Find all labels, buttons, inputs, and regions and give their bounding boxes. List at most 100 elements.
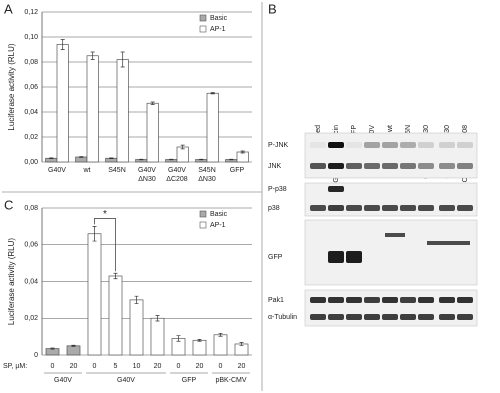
band	[400, 205, 416, 211]
group-label: G40V	[54, 377, 72, 384]
band	[328, 205, 344, 211]
band	[310, 314, 326, 320]
bar	[176, 146, 189, 163]
x-tick-label: GFP	[230, 167, 245, 174]
error-bar	[229, 158, 234, 161]
legend-swatch	[199, 221, 207, 229]
legend-label: AP-1	[210, 222, 226, 229]
band	[457, 297, 473, 303]
x-tick-label: 0	[51, 363, 55, 370]
band	[346, 163, 362, 169]
bar	[87, 233, 102, 356]
error-bar	[90, 51, 95, 60]
band	[382, 205, 398, 211]
bar	[146, 102, 159, 163]
x-tick-label: 0	[93, 363, 97, 370]
legend-label: Basic	[210, 15, 228, 22]
band	[418, 297, 434, 303]
error-bar	[176, 335, 181, 342]
row-label: p38	[268, 205, 280, 212]
x-tick-label: G40V	[48, 167, 66, 174]
error-bar	[155, 315, 160, 322]
band	[418, 163, 434, 169]
y-axis-label: Luciferase activity (RLU)	[7, 43, 16, 130]
bar	[150, 317, 165, 356]
legend-label: Basic	[210, 211, 228, 218]
bar	[56, 44, 69, 163]
band	[439, 314, 455, 320]
band	[328, 314, 344, 320]
group-label: pBK-CMV	[215, 377, 246, 384]
band	[385, 233, 405, 237]
x-tick-label: S45N	[108, 167, 126, 174]
band	[382, 163, 398, 169]
bar	[66, 345, 81, 356]
error-bar	[60, 39, 65, 50]
y-tick-label: 0,06	[24, 84, 38, 91]
x-tick-label: 10	[133, 363, 141, 370]
y-tick-label: 0,06	[24, 242, 38, 249]
y-tick-label: 0,02	[24, 134, 38, 141]
row-label: GFP	[268, 254, 283, 261]
band	[346, 205, 362, 211]
band	[328, 142, 344, 148]
error-bar	[139, 158, 144, 161]
row-label: α-Tubulin	[268, 314, 297, 321]
x-tick-label: 20	[238, 363, 246, 370]
band	[457, 163, 473, 169]
bar	[86, 55, 99, 163]
band	[439, 163, 455, 169]
band	[346, 142, 362, 148]
band	[418, 314, 434, 320]
error-bar	[120, 51, 125, 68]
band	[310, 205, 326, 211]
x-tick-label: G40V	[168, 167, 186, 174]
band	[364, 163, 380, 169]
error-bar	[79, 156, 84, 158]
band	[328, 186, 344, 192]
y-tick-label: 0,08	[24, 205, 38, 212]
y-tick-label: 0,10	[24, 34, 38, 41]
x-tick-label: 0	[177, 363, 181, 370]
band	[328, 297, 344, 303]
y-tick-label: 0,04	[24, 278, 38, 285]
legend-swatch	[199, 210, 207, 218]
x-tick-label: wt	[83, 167, 91, 174]
x-tick-label: 20	[196, 363, 204, 370]
group-label: GFP	[182, 377, 197, 384]
band	[400, 314, 416, 320]
error-bar	[134, 295, 139, 304]
y-tick-label: 0,12	[24, 9, 38, 16]
band	[328, 163, 344, 169]
row-label: P-JNK	[268, 142, 289, 149]
y-tick-label: 0,00	[24, 159, 38, 166]
error-bar	[218, 332, 223, 337]
band	[439, 297, 455, 303]
band	[310, 142, 326, 148]
error-bar	[199, 158, 204, 161]
x-tick-label: 5	[114, 363, 118, 370]
x-tick-label: G40V	[138, 167, 156, 174]
error-bar	[49, 157, 54, 159]
x-tick-label: ΔN30	[138, 176, 156, 183]
band	[400, 142, 416, 148]
legend-swatch	[199, 14, 207, 22]
x-axis-label: SP, µM:	[3, 363, 27, 370]
bar	[75, 156, 88, 163]
band	[346, 314, 362, 320]
y-tick-label: 0	[34, 352, 38, 359]
band	[439, 205, 455, 211]
significance-label: *	[103, 209, 107, 220]
panel-label: B	[268, 1, 277, 16]
error-bar	[239, 342, 244, 346]
blot-strip	[304, 132, 478, 179]
band	[364, 142, 380, 148]
band	[310, 163, 326, 169]
panel-label: A	[4, 1, 13, 16]
error-bar	[210, 92, 215, 95]
bar	[236, 151, 249, 163]
band	[382, 142, 398, 148]
legend-label: AP-1	[210, 26, 226, 33]
row-label: Pak1	[268, 297, 284, 304]
error-bar	[109, 157, 114, 159]
